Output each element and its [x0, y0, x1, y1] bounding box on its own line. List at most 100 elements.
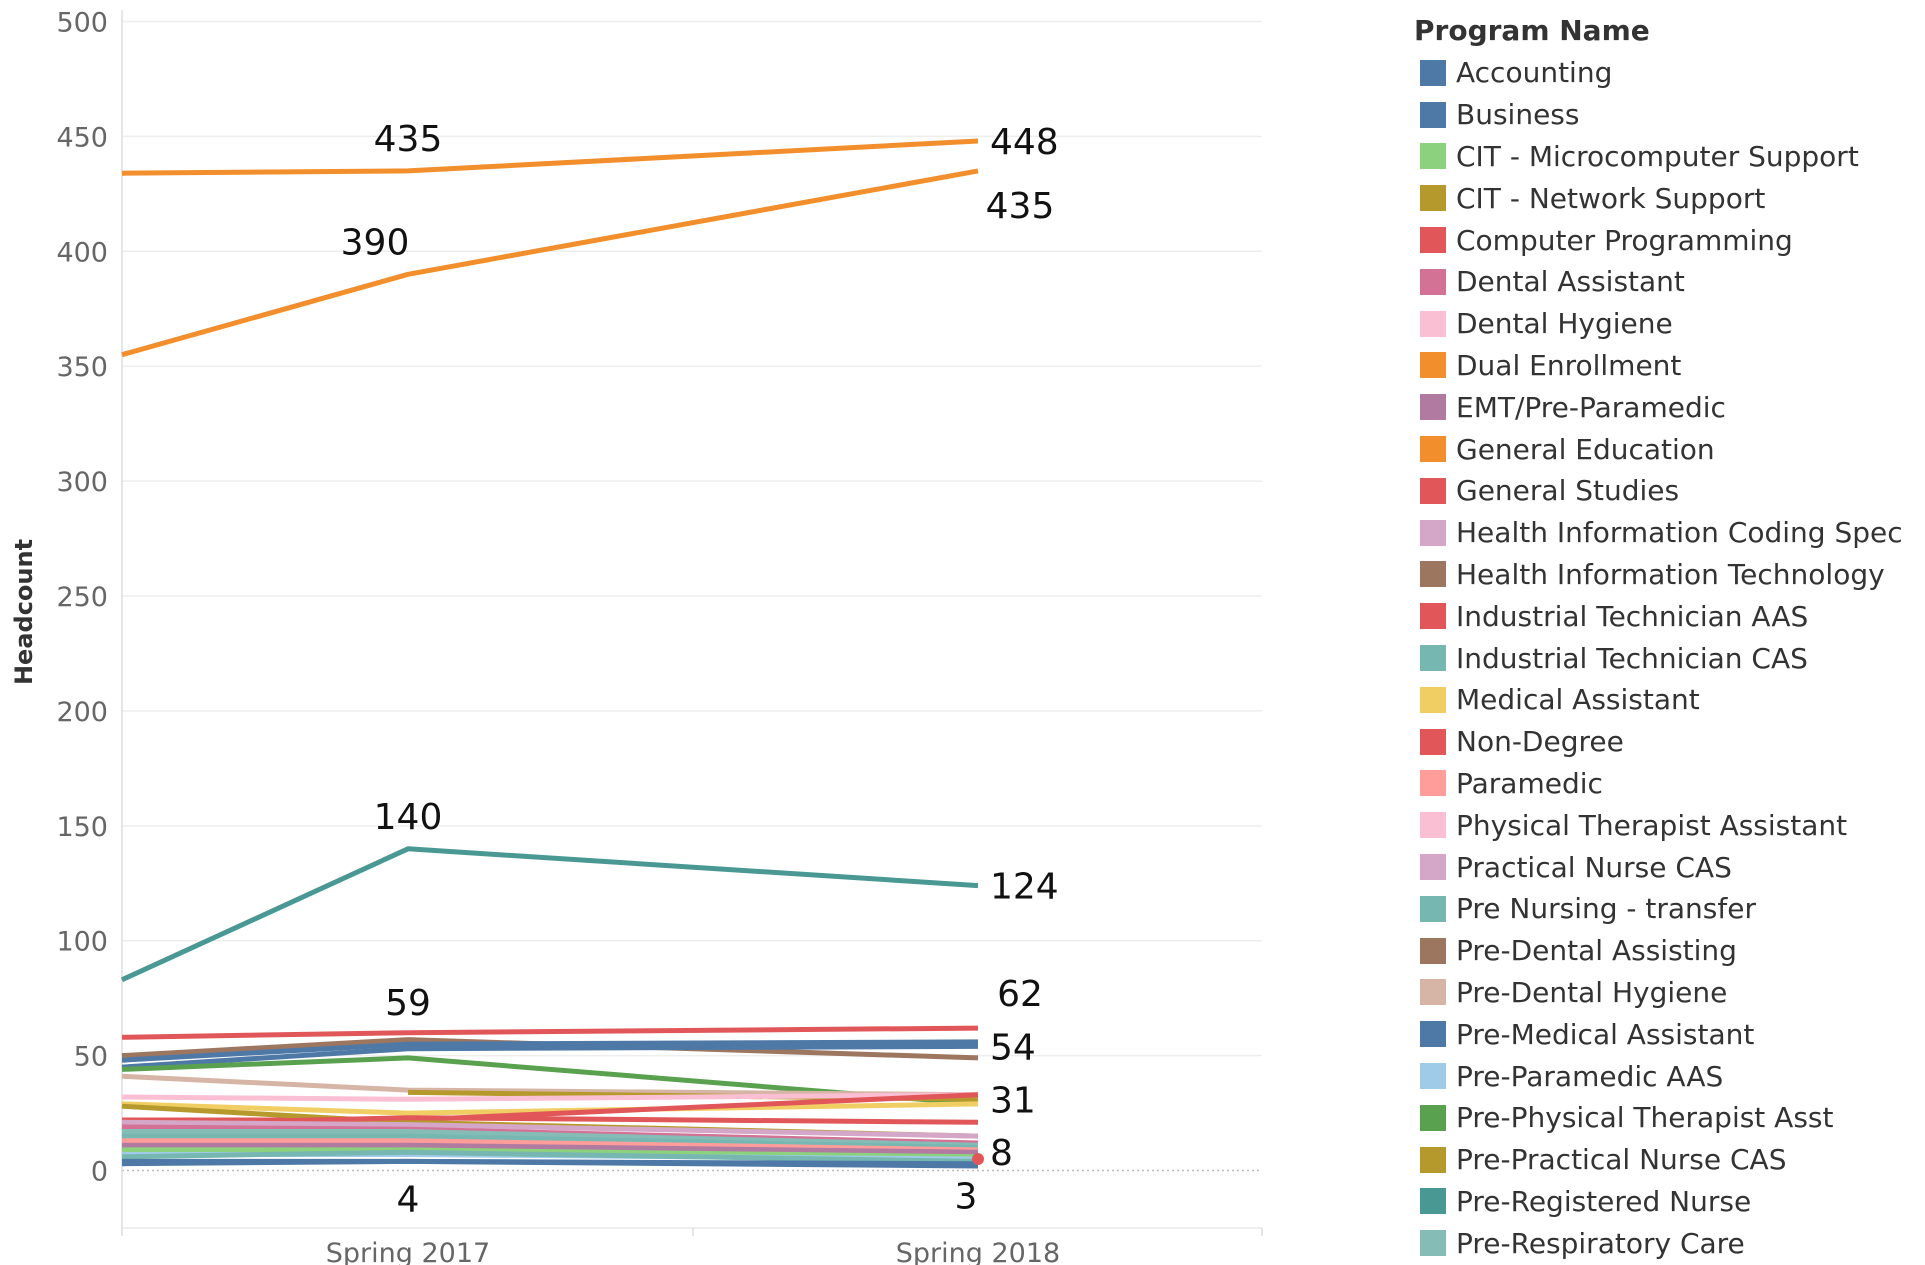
- legend-item[interactable]: Health Information Technology: [1414, 554, 1925, 596]
- legend-label: Industrial Technician CAS: [1456, 641, 1808, 675]
- legend-item[interactable]: Pre-Practical Nurse CAS: [1414, 1139, 1925, 1181]
- legend-swatch: [1420, 645, 1446, 672]
- legend-swatch: [1420, 59, 1446, 86]
- legend-item[interactable]: Health Information Coding Spec: [1414, 512, 1925, 554]
- legend-label: Health Information Technology: [1456, 557, 1885, 591]
- legend-item[interactable]: Pre Nursing - transfer: [1414, 888, 1925, 930]
- legend-swatch: [1420, 979, 1446, 1006]
- legend-swatch: [1420, 686, 1446, 713]
- data-label: 3: [955, 1177, 978, 1218]
- legend-items: Accounting Business CIT - Microcomputer Su…: [1414, 52, 1925, 1265]
- data-label: 448: [990, 122, 1059, 163]
- legend-item[interactable]: Pre-Physical Therapist Asst: [1414, 1097, 1925, 1139]
- legend-swatch: [1420, 937, 1446, 964]
- series-line: [121, 1055, 979, 1107]
- legend-item[interactable]: Business: [1414, 94, 1925, 136]
- data-label: 31: [990, 1080, 1036, 1121]
- legend-item[interactable]: Dental Hygiene: [1414, 303, 1925, 345]
- legend-label: General Studies: [1456, 474, 1680, 508]
- axes: 0 50 100 150 200 250 300 350 400 450 500 Spring 201…: [56, 7, 1263, 1265]
- legend-swatch: [1420, 1063, 1446, 1090]
- series-line: [122, 1142, 979, 1155]
- data-label: 435: [374, 119, 443, 160]
- series-line: [121, 138, 979, 176]
- legend-label: Paramedic: [1456, 766, 1603, 800]
- legend-item[interactable]: Accounting: [1414, 52, 1925, 94]
- legend-item[interactable]: Computer Programming: [1414, 219, 1925, 261]
- legend-item[interactable]: Pre-Registered Nurse: [1414, 1181, 1925, 1223]
- series-line: [121, 1073, 979, 1098]
- legend-item[interactable]: Pre-Dental Hygiene: [1414, 972, 1925, 1014]
- legend-swatch: [1420, 227, 1446, 254]
- legend-item[interactable]: Pre-Respiratory Care: [1414, 1222, 1925, 1264]
- y-tick-label: 450: [56, 122, 108, 153]
- legend-label: EMT/Pre-Paramedic: [1456, 390, 1726, 424]
- y-tick-label: 500: [56, 7, 108, 38]
- legend-item[interactable]: Practical Nurse CAS: [1414, 846, 1925, 888]
- data-label: 59: [385, 983, 431, 1024]
- legend-label: Pre-Physical Therapist Asst: [1456, 1101, 1834, 1135]
- legend-label: Pre-Dental Assisting: [1456, 934, 1737, 968]
- legend-item[interactable]: CIT - Microcomputer Support: [1414, 136, 1925, 178]
- legend-label: Industrial Technician AAS: [1456, 599, 1809, 633]
- legend-swatch: [1420, 268, 1446, 295]
- legend-item[interactable]: CIT - Network Support: [1414, 177, 1925, 219]
- legend-swatch: [1420, 1230, 1446, 1257]
- legend-item[interactable]: Dual Enrollment: [1414, 345, 1925, 387]
- data-label: 4: [397, 1179, 420, 1220]
- data-label: 62: [997, 974, 1043, 1015]
- legend-item[interactable]: Dental Assistant: [1414, 261, 1925, 303]
- legend-item[interactable]: Pre-Paramedic AAS: [1414, 1055, 1925, 1097]
- legend-item[interactable]: EMT/Pre-Paramedic: [1414, 386, 1925, 428]
- legend-swatch: [1420, 1021, 1446, 1048]
- series-line: [121, 1149, 979, 1164]
- legend-item[interactable]: Physical Therapist Assistant: [1414, 804, 1925, 846]
- legend-swatch: [1420, 519, 1446, 546]
- series-line: [120, 846, 979, 983]
- legend-swatch: [1420, 436, 1446, 463]
- legend-swatch: [1420, 895, 1446, 922]
- legend-swatch: [1420, 310, 1446, 337]
- legend: Program Name Accounting Business CIT - Mic…: [1414, 10, 1925, 1265]
- highlight-point: [972, 1153, 984, 1166]
- legend-swatch: [1420, 603, 1446, 630]
- x-tick-label: Spring 2017: [326, 1238, 490, 1265]
- legend-swatch: [1420, 1188, 1446, 1215]
- legend-swatch: [1420, 561, 1446, 588]
- legend-item[interactable]: Industrial Technician CAS: [1414, 637, 1925, 679]
- legend-item[interactable]: General Education: [1414, 428, 1925, 470]
- legend-swatch: [1420, 185, 1446, 212]
- series-line: [121, 1037, 979, 1061]
- legend-swatch: [1420, 770, 1446, 797]
- legend-item[interactable]: Medical Assistant: [1414, 679, 1925, 721]
- legend-title: Program Name: [1414, 14, 1650, 47]
- legend-label: Pre-Paramedic AAS: [1456, 1059, 1724, 1093]
- series-line: [121, 1158, 979, 1169]
- legend-item[interactable]: Pre-Medical Assistant: [1414, 1013, 1925, 1055]
- legend-item[interactable]: Non-Degree: [1414, 721, 1925, 763]
- legend-label: Physical Therapist Assistant: [1456, 808, 1848, 842]
- series-line: [121, 1043, 979, 1070]
- legend-label: Computer Programming: [1456, 223, 1793, 257]
- legend-item[interactable]: Industrial Technician AAS: [1414, 595, 1925, 637]
- legend-swatch: [1420, 812, 1446, 839]
- legend-label: Pre-Practical Nurse CAS: [1456, 1143, 1787, 1177]
- legend-swatch: [1420, 1146, 1446, 1173]
- data-label: 390: [341, 222, 410, 263]
- series-lines: [120, 138, 984, 1169]
- y-tick-label: 300: [56, 467, 108, 498]
- legend-label: Pre Nursing - transfer: [1456, 892, 1756, 926]
- legend-swatch: [1420, 352, 1446, 379]
- legend-item[interactable]: Pre-Dental Assisting: [1414, 930, 1925, 972]
- series-line: [121, 1092, 979, 1102]
- legend-item[interactable]: Paramedic: [1414, 763, 1925, 805]
- legend-label: Business: [1456, 98, 1580, 132]
- y-tick-label: 150: [56, 812, 108, 843]
- data-label: 8: [990, 1133, 1013, 1174]
- series-line: [121, 1101, 979, 1116]
- data-label: 435: [986, 186, 1055, 227]
- legend-item[interactable]: General Studies: [1414, 470, 1925, 512]
- legend-label: Dental Assistant: [1456, 265, 1685, 299]
- x-tick-label: Spring 2018: [896, 1238, 1060, 1265]
- y-tick-label: 0: [91, 1157, 108, 1188]
